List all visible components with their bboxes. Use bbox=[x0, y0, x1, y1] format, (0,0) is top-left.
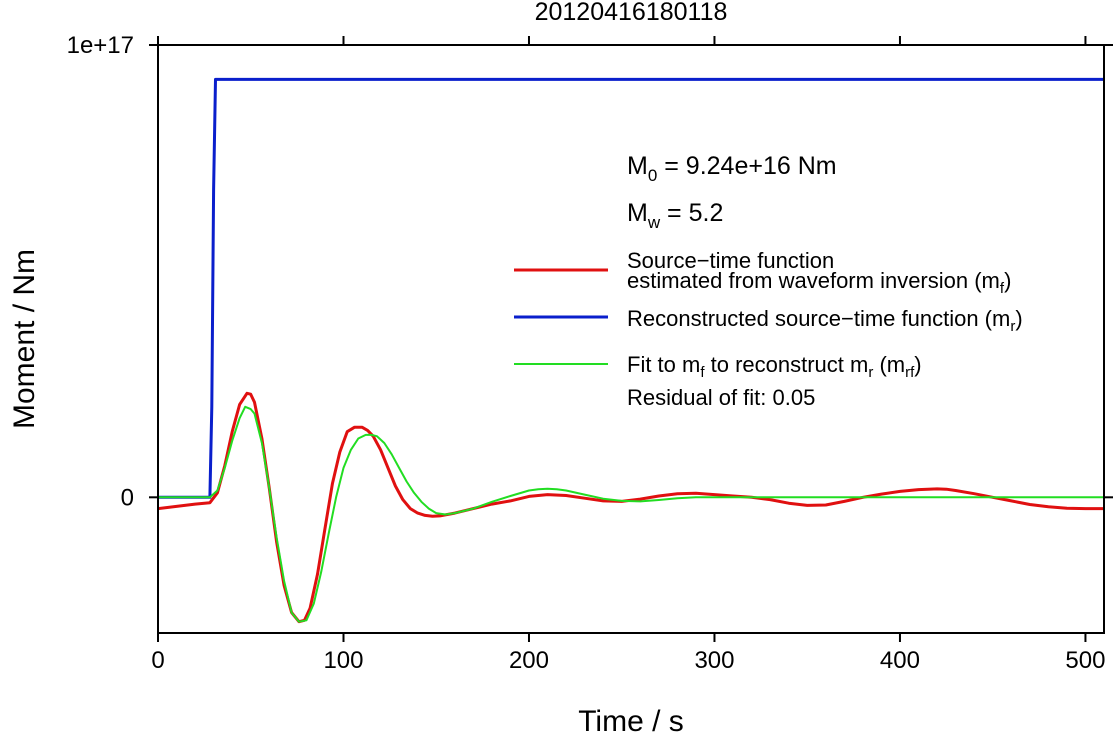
y-tick-label: 1e+17 bbox=[67, 32, 134, 59]
legend-blue-label: Reconstructed source−time function (mr) bbox=[627, 306, 1023, 335]
x-axis-label: Time / s bbox=[578, 705, 684, 734]
residual-annotation: Residual of fit: 0.05 bbox=[627, 385, 815, 410]
mw-annotation: Mw = 5.2 bbox=[627, 199, 723, 232]
y-axis-label: Moment / Nm bbox=[8, 249, 41, 429]
legend-green-label: Fit to mf to reconstruct mr (mrf) bbox=[627, 352, 922, 381]
x-tick-label: 100 bbox=[323, 647, 363, 674]
series-line-green bbox=[158, 405, 1104, 623]
legend-red-line1: Source−time function bbox=[627, 248, 834, 273]
m0-annotation: M0 = 9.24e+16 Nm bbox=[627, 152, 837, 185]
plot-frame bbox=[157, 44, 1105, 634]
legend-red-line2: estimated from waveform inversion (mf) bbox=[627, 268, 1011, 297]
ticks-layer: 0 100 200 300 400 500 0 1e+17 bbox=[67, 32, 1113, 674]
x-tick-label: 200 bbox=[509, 647, 549, 674]
series-layer bbox=[158, 77, 1104, 624]
x-tick-label: 400 bbox=[880, 647, 920, 674]
x-tick-label: 500 bbox=[1065, 647, 1105, 674]
x-tick-label: 0 bbox=[151, 647, 164, 674]
chart-title: 20120416180118 bbox=[535, 0, 728, 26]
series-line-red bbox=[158, 391, 1104, 624]
legend: Source−time function estimated from wave… bbox=[514, 248, 1023, 410]
y-tick-label: 0 bbox=[121, 484, 134, 511]
x-tick-label: 300 bbox=[694, 647, 734, 674]
